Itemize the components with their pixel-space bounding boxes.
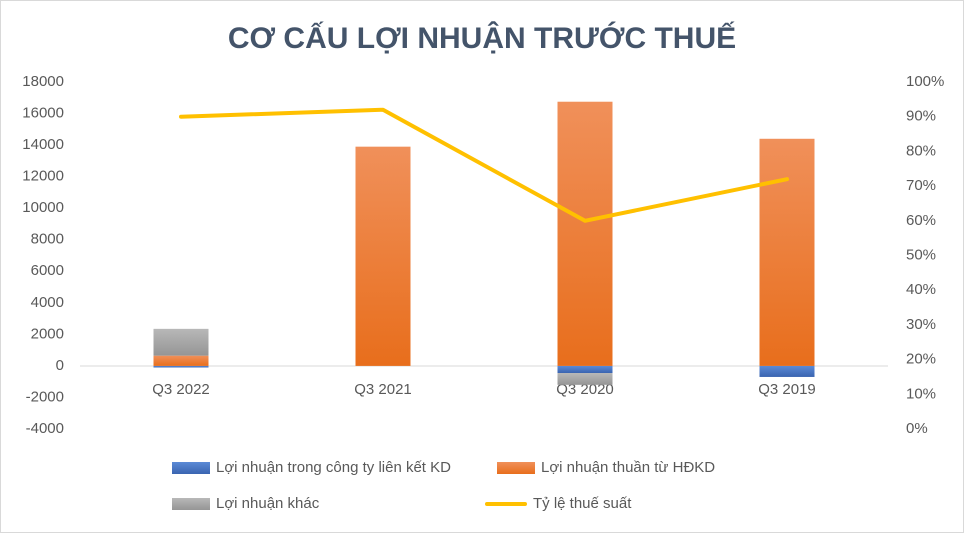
y2-tick-label: 100% [906, 73, 944, 90]
legend-label: Tỷ lệ thuế suất [533, 495, 632, 512]
legend-label: Lợi nhuận trong công ty liên kết KD [216, 459, 451, 476]
legend-marker [497, 462, 535, 474]
chart-title: CƠ CẤU LỢI NHUẬN TRƯỚC THUẾ [228, 21, 736, 55]
y-tick-label: -2000 [26, 388, 64, 405]
y-tick-label: 8000 [31, 231, 64, 248]
y2-tick-label: 80% [906, 142, 936, 159]
y-tick-label: 2000 [31, 325, 64, 342]
y-tick-label: 12000 [22, 168, 64, 185]
y2-tick-label: 50% [906, 246, 936, 263]
bar [557, 101, 613, 366]
x-tick-label: Q3 2020 [556, 381, 614, 398]
y-tick-label: 16000 [22, 105, 64, 122]
legend-label: Lợi nhuận thuần từ HĐKD [541, 459, 715, 476]
y2-tick-label: 40% [906, 281, 936, 298]
y2-tick-label: 30% [906, 316, 936, 333]
y-tick-label: 10000 [22, 199, 64, 216]
legend-marker [172, 498, 210, 510]
legend-label: Lợi nhuận khác [216, 495, 320, 512]
y-tick-label: 6000 [31, 262, 64, 279]
y-tick-label: -4000 [26, 420, 64, 437]
bar [355, 146, 411, 366]
y2-tick-label: 20% [906, 351, 936, 368]
legend-marker [172, 462, 210, 474]
y-tick-label: 0 [56, 357, 64, 374]
bar [557, 365, 613, 374]
bar [153, 355, 209, 366]
y-tick-label: 18000 [22, 73, 64, 90]
y-tick-label: 4000 [31, 294, 64, 311]
y2-tick-label: 0% [906, 420, 928, 437]
bar [557, 373, 613, 385]
x-tick-label: Q3 2019 [758, 381, 816, 398]
bar [153, 328, 209, 356]
bar [153, 365, 209, 368]
line [179, 107, 789, 223]
y2-tick-label: 90% [906, 108, 936, 125]
y-tick-label: 14000 [22, 136, 64, 153]
y2-tick-label: 70% [906, 177, 936, 194]
x-tick-label: Q3 2021 [354, 381, 412, 398]
y2-tick-label: 10% [906, 385, 936, 402]
x-tick-label: Q3 2022 [152, 381, 210, 398]
bar [759, 138, 815, 366]
y2-tick-label: 60% [906, 212, 936, 229]
bar [759, 365, 815, 377]
